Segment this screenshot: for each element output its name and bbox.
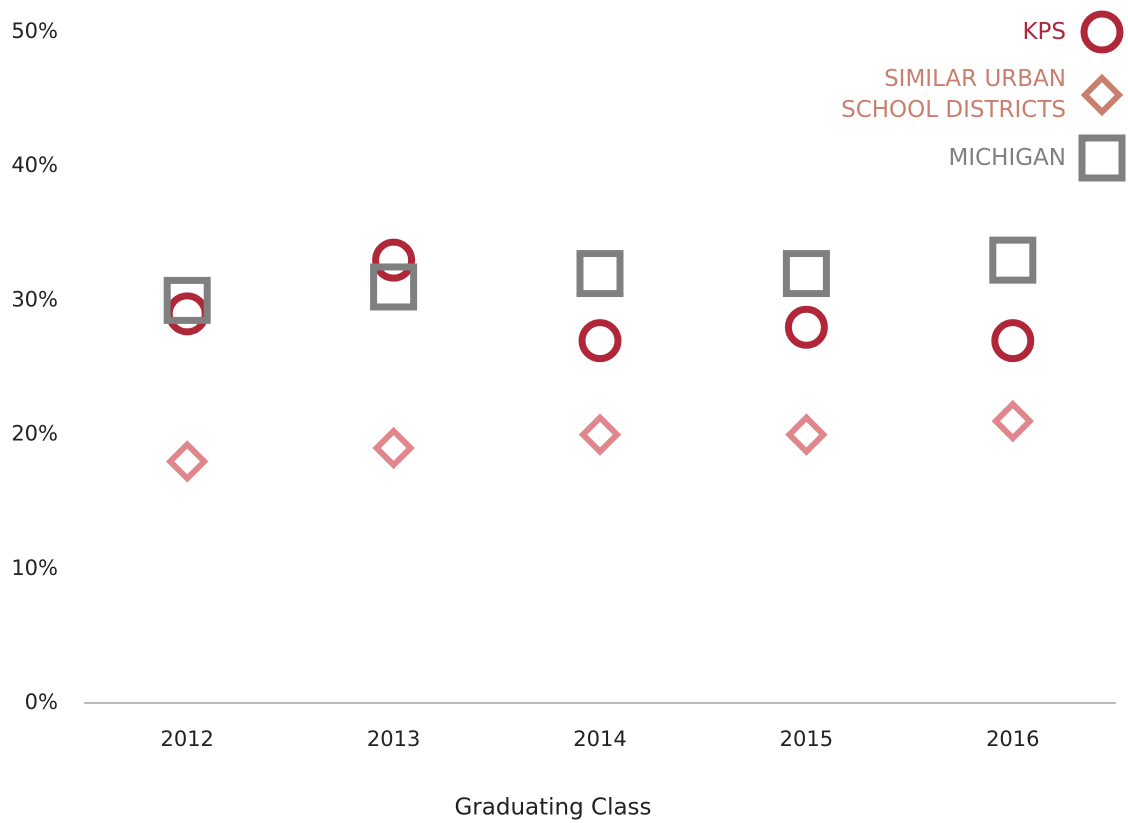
x-tick-label: 2015 <box>780 727 833 751</box>
legend: KPS SIMILAR URBAN SCHOOL DISTRICTS MICHIGA… <box>708 6 1128 190</box>
square-marker <box>163 276 211 324</box>
diamond-marker <box>165 440 209 483</box>
y-tick-label: 20% <box>11 422 58 446</box>
x-tick-label: 2012 <box>160 727 213 751</box>
legend-label: KPS <box>1022 18 1066 45</box>
x-axis-label: Graduating Class <box>454 795 651 821</box>
diamond-marker <box>1080 73 1124 117</box>
x-tick-label: 2016 <box>986 727 1039 751</box>
square-marker <box>1078 134 1126 182</box>
circle-marker <box>578 319 622 363</box>
diamond-marker <box>991 399 1035 443</box>
legend-marker <box>1078 134 1126 182</box>
legend-label: SIMILAR URBAN SCHOOL DISTRICTS <box>841 66 1066 123</box>
legend-item: KPS <box>708 6 1128 58</box>
diamond-marker <box>578 413 622 456</box>
circle-marker <box>784 305 828 349</box>
legend-label: MICHIGAN <box>948 144 1066 171</box>
square-marker <box>782 250 830 298</box>
legend-marker <box>1080 10 1124 54</box>
y-tick-label: 10% <box>11 556 58 580</box>
legend-marker <box>1080 73 1124 117</box>
legend-item: MICHIGAN <box>708 132 1128 184</box>
circle-marker <box>165 292 209 336</box>
square-marker <box>989 236 1037 284</box>
legend-item: SIMILAR URBAN SCHOOL DISTRICTS <box>708 64 1128 126</box>
x-tick-label: 2013 <box>367 727 420 751</box>
x-tick-label: 2014 <box>573 727 626 751</box>
y-tick-label: 50% <box>11 19 58 43</box>
circle-marker <box>1080 10 1124 54</box>
circle-marker <box>991 319 1035 363</box>
y-tick-label: 40% <box>11 153 58 177</box>
diamond-marker <box>372 426 415 470</box>
square-marker <box>576 250 624 298</box>
circle-marker <box>372 238 416 282</box>
y-tick-label: 30% <box>11 287 58 311</box>
y-tick-label: 0% <box>25 690 58 714</box>
diamond-marker <box>785 413 828 456</box>
square-marker <box>370 263 418 311</box>
